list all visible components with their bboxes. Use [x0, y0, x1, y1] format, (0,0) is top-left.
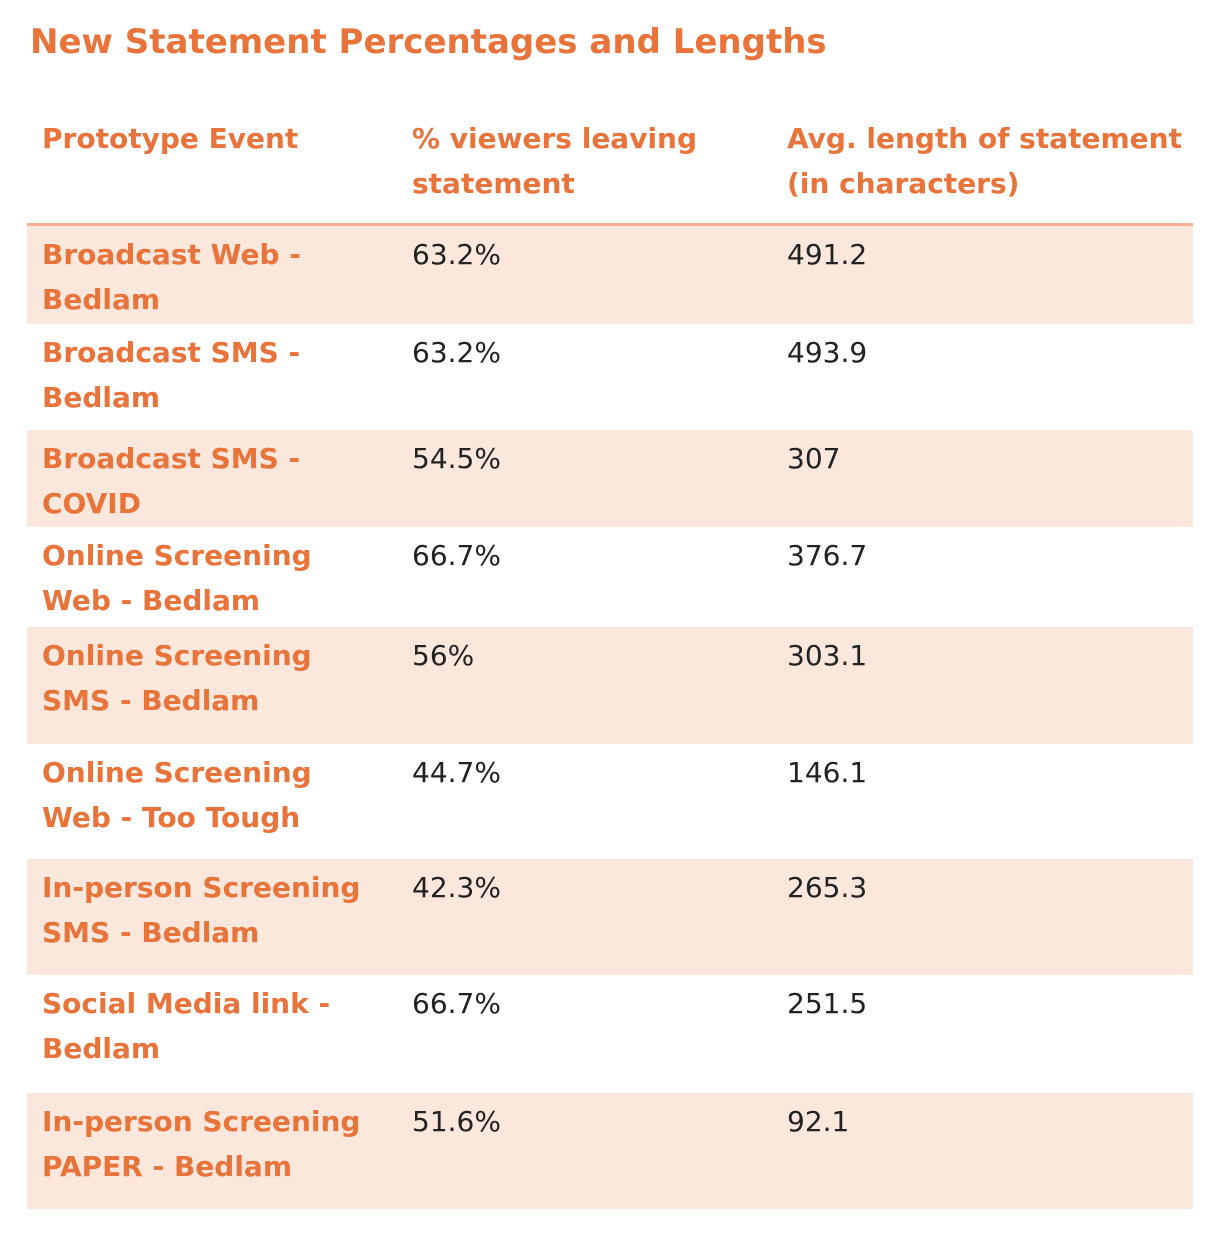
event-cell: In-person Screening PAPER - Bedlam [27, 1093, 397, 1209]
event-line2: Bedlam [42, 283, 161, 316]
event-line1: Broadcast SMS - [42, 336, 301, 369]
pct-cell: 66.7% [412, 987, 501, 1020]
table-header-row: Prototype Event % viewers leaving statem… [27, 112, 1193, 226]
pct-cell: 66.7% [412, 539, 501, 572]
event-line2: COVID [42, 487, 141, 520]
pct-cell: 63.2% [412, 238, 501, 271]
header-len-line1: Avg. length of statement [787, 122, 1182, 155]
length-cell: 307 [787, 442, 841, 475]
header-event-label: Prototype Event [42, 122, 299, 155]
event-line2: Bedlam [42, 381, 161, 414]
length-cell: 92.1 [787, 1105, 850, 1138]
event-line2: Web - Bedlam [42, 584, 261, 617]
table-row: Broadcast SMS - COVID 54.5% 307 [27, 430, 1193, 527]
event-cell: Social Media link - Bedlam [27, 975, 397, 1093]
event-line1: In-person Screening [42, 871, 361, 904]
table-row: Online Screening Web - Bedlam 66.7% 376.… [27, 527, 1193, 627]
event-cell: Broadcast SMS - Bedlam [27, 324, 397, 430]
event-cell: Broadcast SMS - COVID [27, 430, 397, 527]
length-cell: 491.2 [787, 238, 868, 271]
pct-cell: 63.2% [412, 336, 501, 369]
event-line2: Web - Too Tough [42, 801, 301, 834]
event-cell: Online Screening SMS - Bedlam [27, 627, 397, 744]
header-avg-length: Avg. length of statement (in characters) [772, 112, 1193, 223]
table-row: Social Media link - Bedlam 66.7% 251.5 [27, 975, 1193, 1093]
header-pct-line2: statement [412, 167, 575, 200]
table-row: In-person Screening SMS - Bedlam 42.3% 2… [27, 859, 1193, 975]
event-line1: In-person Screening [42, 1105, 361, 1138]
event-line2: SMS - Bedlam [42, 916, 260, 949]
pct-cell: 54.5% [412, 442, 501, 475]
length-cell: 376.7 [787, 539, 868, 572]
event-line1: Online Screening [42, 539, 312, 572]
table-row: Online Screening Web - Too Tough 44.7% 1… [27, 744, 1193, 859]
pct-cell: 44.7% [412, 756, 501, 789]
statement-table: Prototype Event % viewers leaving statem… [27, 112, 1193, 1209]
pct-cell: 56% [412, 639, 475, 672]
event-line1: Broadcast SMS - [42, 442, 301, 475]
event-line1: Online Screening [42, 639, 312, 672]
pct-cell: 51.6% [412, 1105, 501, 1138]
event-line2: Bedlam [42, 1032, 161, 1065]
header-pct-viewers: % viewers leaving statement [397, 112, 772, 223]
event-line2: PAPER - Bedlam [42, 1150, 292, 1183]
table-row: In-person Screening PAPER - Bedlam 51.6%… [27, 1093, 1193, 1209]
header-prototype-event: Prototype Event [27, 112, 397, 223]
header-len-line2: (in characters) [787, 167, 1020, 200]
page-title: New Statement Percentages and Lengths [30, 22, 827, 62]
event-line1: Social Media link - [42, 987, 331, 1020]
header-pct-line1: % viewers leaving [412, 122, 698, 155]
table-row: Broadcast Web - Bedlam 63.2% 491.2 [27, 226, 1193, 324]
length-cell: 251.5 [787, 987, 868, 1020]
pct-cell: 42.3% [412, 871, 501, 904]
table-row: Online Screening SMS - Bedlam 56% 303.1 [27, 627, 1193, 744]
event-line2: SMS - Bedlam [42, 684, 260, 717]
event-line1: Broadcast Web - [42, 238, 301, 271]
event-cell: Online Screening Web - Too Tough [27, 744, 397, 859]
event-cell: In-person Screening SMS - Bedlam [27, 859, 397, 975]
event-line1: Online Screening [42, 756, 312, 789]
event-cell: Online Screening Web - Bedlam [27, 527, 397, 627]
event-cell: Broadcast Web - Bedlam [27, 226, 397, 324]
length-cell: 146.1 [787, 756, 868, 789]
length-cell: 493.9 [787, 336, 868, 369]
length-cell: 265.3 [787, 871, 868, 904]
length-cell: 303.1 [787, 639, 868, 672]
table-row: Broadcast SMS - Bedlam 63.2% 493.9 [27, 324, 1193, 430]
